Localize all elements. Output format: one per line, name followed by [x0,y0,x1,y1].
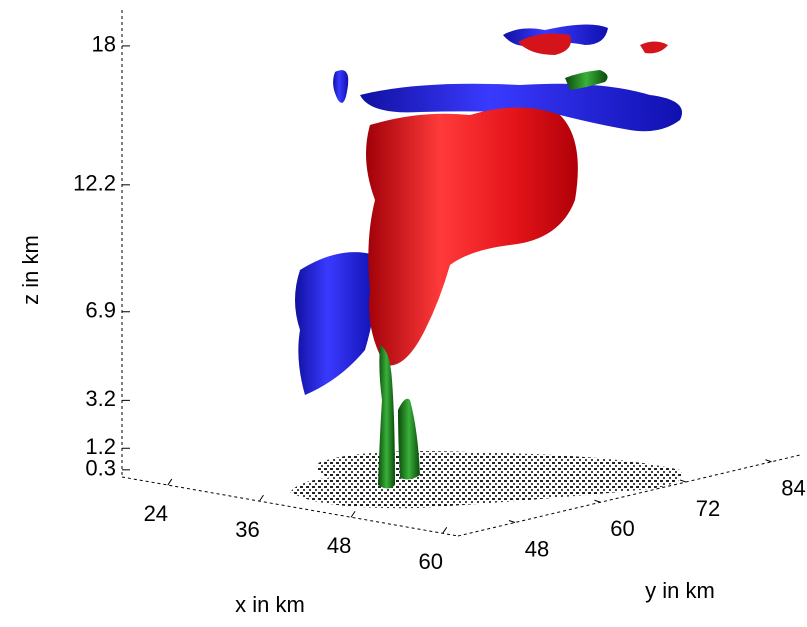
isosurface [640,42,668,54]
y-tick-label: 48 [525,536,549,561]
x-tick-label: 36 [235,517,259,542]
surface-field [290,451,682,508]
y-tick-label: 72 [696,496,720,521]
y-tick-label: 84 [781,476,805,501]
y-tick [595,500,601,502]
isosurface [378,345,395,489]
y-tick [680,480,686,482]
x-tick-label: 48 [327,533,351,558]
y-tick-label: 60 [610,516,634,541]
isosurface [333,70,348,103]
z-tick-label: 3.2 [85,386,116,411]
isosurface [295,252,376,395]
isosurface [366,108,578,366]
x-tick-label: 24 [144,501,168,526]
y-tick [509,521,515,523]
x-tick-label: 60 [418,549,442,574]
z-tick-label: 1.2 [85,434,116,459]
x-tick [168,479,172,485]
x-tick [259,495,263,501]
y-axis-label: y in km [645,578,715,603]
z-tick-label: 0.3 [85,456,116,481]
z-tick-label: 12.2 [73,171,116,196]
z-axis-label: z in km [18,235,43,305]
chart: z in km x in km y in km 0.31.2 3.2 6.9 12.2… [0,0,807,627]
z-tick-label: 18 [92,32,116,57]
y-tick [766,460,772,462]
x-tick [443,527,447,533]
z-tick-label: 6.9 [85,298,116,323]
isosurface [398,399,420,480]
x-axis-label: x in km [235,592,305,617]
x-tick [351,511,355,517]
